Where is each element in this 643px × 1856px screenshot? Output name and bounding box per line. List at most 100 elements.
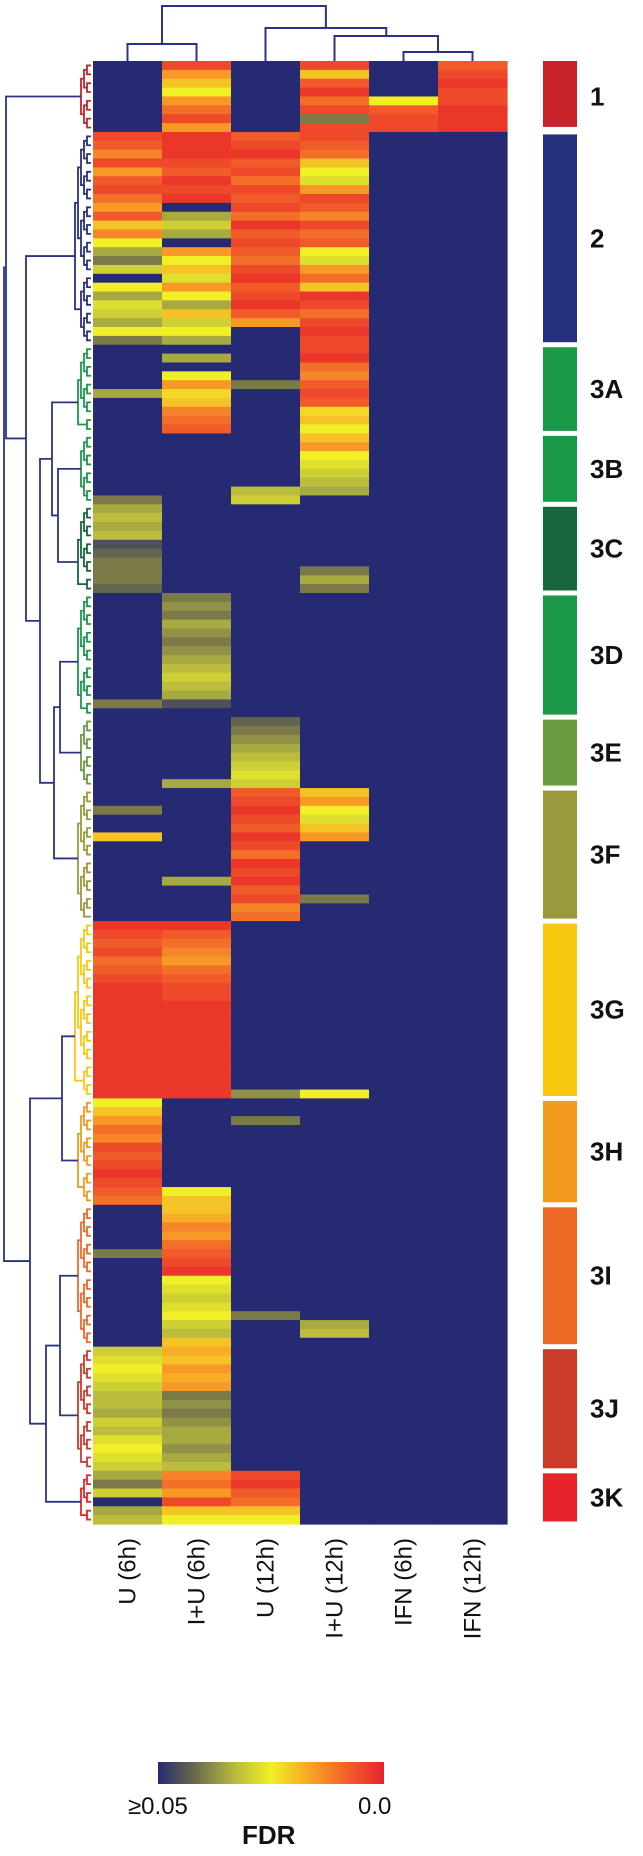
heatmap-cell	[231, 1266, 301, 1277]
heatmap-cell	[369, 468, 439, 479]
heatmap-cell	[162, 256, 232, 266]
row-dendrogram-link	[86, 880, 91, 891]
heatmap-cell	[231, 1045, 301, 1055]
heatmap-cell	[93, 1018, 163, 1029]
heatmap-cell	[231, 805, 301, 816]
heatmap-cell	[162, 663, 232, 674]
heatmap-cell	[162, 1187, 232, 1197]
heatmap-cell	[300, 708, 370, 718]
heatmap-cell	[93, 451, 163, 461]
heatmap-cell	[162, 965, 232, 975]
column-dendrogram-link	[126, 43, 198, 61]
row-dendrogram-link	[86, 1297, 91, 1308]
heatmap-cell	[231, 752, 301, 763]
heatmap-cell	[369, 389, 439, 399]
heatmap-cell	[300, 539, 370, 550]
heatmap-cell	[231, 663, 301, 674]
heatmap-cell	[231, 1382, 301, 1392]
heatmap-cell	[438, 451, 508, 461]
heatmap-cell	[438, 318, 508, 328]
heatmap-cell	[93, 530, 163, 541]
heatmap-cell	[300, 601, 370, 612]
row-dendrogram-link	[86, 507, 91, 519]
row-dendrogram-link	[86, 844, 91, 856]
heatmap-cell	[231, 335, 301, 346]
heatmap-cell	[438, 1213, 508, 1224]
heatmap-cell	[231, 1062, 301, 1073]
heatmap-cell	[300, 850, 370, 860]
heatmap-cell	[231, 726, 301, 736]
heatmap-cell	[231, 1204, 301, 1215]
heatmap-cell	[438, 1027, 508, 1037]
heatmap-cell	[369, 1204, 439, 1215]
heatmap-cell	[93, 105, 163, 115]
heatmap-cell	[93, 938, 163, 949]
heatmap-cell	[231, 690, 301, 700]
heatmap-cell	[162, 779, 232, 789]
heatmap-cell	[231, 1337, 301, 1348]
heatmap-cell	[300, 841, 370, 851]
heatmap-cell	[162, 282, 232, 293]
heatmap-cell	[231, 238, 301, 248]
legend-max-label: 0.0	[358, 1793, 391, 1820]
heatmap-cell	[438, 131, 508, 142]
heatmap-cell	[438, 1258, 508, 1268]
row-dendrogram-link	[86, 1421, 91, 1432]
heatmap-cell	[369, 1187, 439, 1197]
heatmap-cell	[162, 1328, 232, 1339]
heatmap-cell	[300, 105, 370, 115]
fdr-color-legend: ≥0.05 0.0 FDR	[128, 1762, 391, 1850]
cluster-label-3a: 3A	[590, 374, 623, 404]
heatmap-cell	[162, 211, 232, 222]
heatmap-cell	[162, 938, 232, 949]
heatmap-cell	[93, 983, 163, 993]
heatmap-cell	[231, 1178, 301, 1188]
legend-title: FDR	[242, 1820, 296, 1850]
row-dendrogram-link	[86, 1226, 91, 1237]
heatmap-cell	[300, 1382, 370, 1392]
heatmap-cell	[369, 1426, 439, 1436]
heatmap-cell	[300, 397, 370, 408]
heatmap-cell	[93, 539, 163, 550]
heatmap-cell	[438, 167, 508, 177]
heatmap-cell	[369, 1125, 439, 1135]
heatmap-cell	[93, 850, 163, 860]
heatmap-cell	[369, 1275, 439, 1286]
heatmap-cell	[231, 513, 301, 523]
heatmap-cell	[369, 424, 439, 434]
heatmap-cell	[438, 619, 508, 630]
cluster-label-3e: 3E	[590, 738, 622, 768]
heatmap-cell	[162, 1497, 232, 1507]
heatmap-cell	[162, 273, 232, 284]
heatmap-cell	[369, 628, 439, 638]
heatmap-cell	[231, 575, 301, 585]
row-dendrogram-link	[59, 1274, 78, 1417]
heatmap-cell	[231, 273, 301, 284]
heatmap-cell	[93, 158, 163, 168]
cluster-bar-3f	[543, 790, 577, 919]
heatmap-cell	[300, 335, 370, 346]
heatmap-cell	[162, 123, 232, 133]
heatmap-cell	[438, 672, 508, 683]
heatmap-cell	[438, 530, 508, 541]
heatmap-cell	[369, 211, 439, 222]
row-dendrogram-link	[86, 1048, 91, 1060]
heatmap-cell	[300, 362, 370, 372]
heatmap-cell	[438, 1125, 508, 1135]
heatmap-cell	[300, 983, 370, 993]
heatmap-cell	[300, 814, 370, 825]
heatmap-cell	[231, 291, 301, 301]
heatmap-cell	[369, 1169, 439, 1179]
heatmap-cell	[300, 1275, 370, 1286]
row-dendrogram-link	[86, 454, 91, 466]
heatmap-cell	[93, 220, 163, 231]
heatmap-cell	[300, 131, 370, 142]
heatmap-cell	[369, 131, 439, 142]
heatmap-cell	[162, 1089, 232, 1099]
heatmap-cell	[93, 1178, 163, 1188]
heatmap-cell	[231, 593, 301, 603]
heatmap-cell	[369, 1435, 439, 1445]
row-dendrogram	[3, 64, 91, 1521]
heatmap-cell	[300, 1337, 370, 1348]
heatmap-cell	[162, 522, 232, 532]
